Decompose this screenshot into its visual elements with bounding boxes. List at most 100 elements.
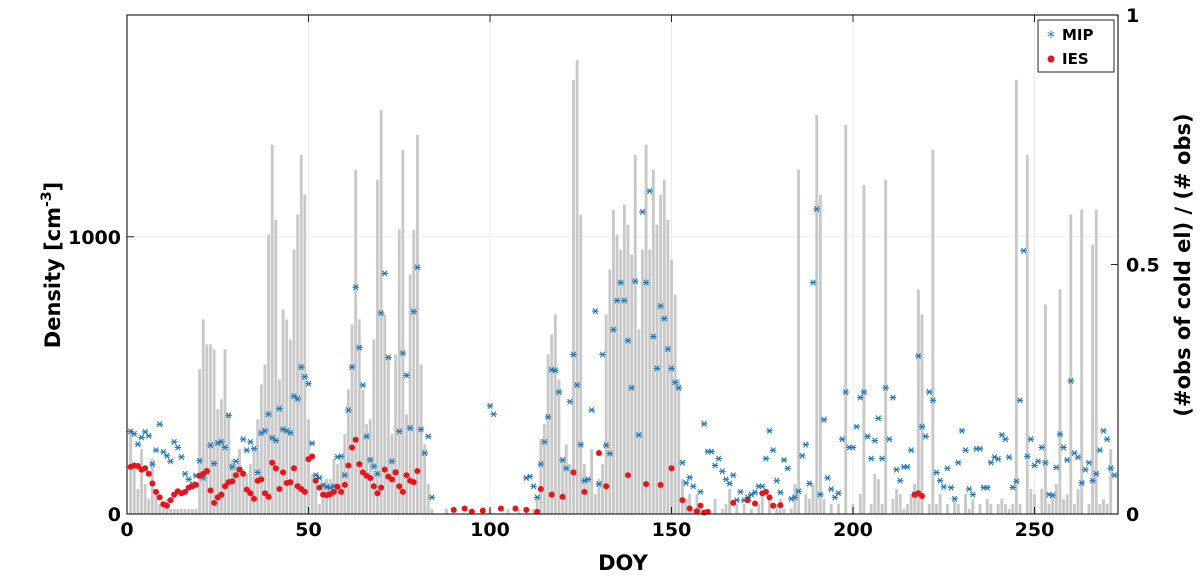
bar: [154, 489, 158, 514]
mip-point: [490, 411, 497, 418]
bar: [909, 494, 913, 514]
bar: [978, 504, 982, 514]
bar: [310, 474, 314, 514]
ies-point: [388, 476, 395, 483]
ies-point: [643, 481, 650, 488]
ies-point: [338, 488, 345, 495]
bar: [317, 504, 321, 514]
mip-point: [809, 279, 817, 286]
x-tick-label: 250: [1015, 519, 1055, 541]
mip-point: [940, 483, 947, 490]
mip-point: [359, 382, 367, 389]
mip-point: [544, 413, 552, 421]
bar: [735, 504, 739, 514]
bar: [307, 419, 310, 514]
x-tick-labels: 0 50 100 150 200 250: [120, 519, 1054, 541]
mip-point: [337, 453, 345, 460]
bar: [579, 214, 583, 514]
bar: [789, 509, 793, 514]
mip-point: [642, 279, 650, 286]
mip-point: [933, 469, 940, 476]
bar: [347, 389, 350, 514]
mip-point: [265, 411, 272, 418]
bar: [1087, 504, 1091, 514]
bar: [270, 144, 274, 515]
mip-point: [976, 445, 984, 452]
ies-point: [356, 461, 363, 468]
bar: [1105, 504, 1109, 514]
mip-point: [951, 495, 958, 502]
ies-point: [251, 495, 258, 502]
bar: [423, 444, 427, 514]
bar: [873, 474, 877, 514]
y-left-tick-label: 0: [108, 504, 121, 526]
mip-point: [181, 470, 189, 477]
mip-point: [889, 394, 897, 401]
bar: [368, 419, 372, 514]
bar: [768, 499, 771, 514]
bar: [1109, 449, 1113, 514]
mip-point: [1013, 478, 1020, 485]
mip-point: [352, 284, 359, 291]
bar: [150, 459, 154, 514]
legend: * MIP IES: [1037, 19, 1115, 73]
bar: [1102, 499, 1105, 514]
mip-point: [1096, 447, 1104, 454]
mip-point: [196, 457, 203, 464]
ies-point: [229, 478, 236, 485]
mip-point: [1024, 453, 1031, 460]
ies-point: [222, 483, 229, 490]
mip-point: [697, 488, 704, 495]
bar: [267, 234, 270, 514]
bar: [190, 509, 194, 514]
bar: [314, 479, 318, 514]
bar: [902, 509, 906, 514]
bar: [659, 194, 663, 514]
bar: [539, 439, 543, 514]
mip-point: [904, 463, 911, 470]
bar: [637, 329, 641, 514]
x-tick-label: 0: [120, 519, 133, 541]
bar: [818, 194, 822, 514]
mip-point: [635, 431, 643, 439]
ies-point: [595, 450, 602, 457]
ies-point: [581, 488, 588, 495]
bar: [626, 224, 630, 514]
ies-point: [410, 479, 417, 486]
mip-point: [570, 351, 577, 358]
bar: [604, 314, 608, 514]
mip-point: [345, 406, 352, 414]
bar: [996, 504, 1000, 514]
ies-point: [236, 466, 243, 473]
mip-point: [955, 459, 962, 466]
mip-point: [1078, 479, 1085, 487]
mip-point: [893, 466, 900, 473]
legend-label-ies: IES: [1062, 50, 1089, 68]
bar: [920, 314, 924, 514]
mip-point: [131, 430, 138, 437]
bar: [1011, 504, 1015, 514]
bar: [223, 349, 227, 514]
x-tick-label: 50: [295, 519, 321, 541]
ies-point: [370, 483, 377, 490]
mip-point: [1100, 427, 1107, 434]
mip-point: [414, 264, 421, 271]
ies-point: [679, 497, 686, 504]
mip-point: [287, 429, 294, 436]
ies-point: [378, 484, 385, 491]
bar: [601, 464, 604, 514]
mip-point: [247, 438, 254, 445]
mip-point: [243, 447, 250, 454]
mip-point: [962, 447, 969, 454]
bar: [648, 249, 652, 514]
bar: [390, 434, 394, 514]
bar: [989, 504, 993, 514]
ies-point: [537, 486, 544, 493]
bar: [1043, 304, 1047, 514]
bar: [296, 214, 300, 514]
mip-point: [875, 415, 882, 422]
bar: [913, 484, 917, 514]
bar: [662, 179, 666, 515]
mip-point: [798, 452, 806, 459]
bar: [343, 434, 347, 514]
